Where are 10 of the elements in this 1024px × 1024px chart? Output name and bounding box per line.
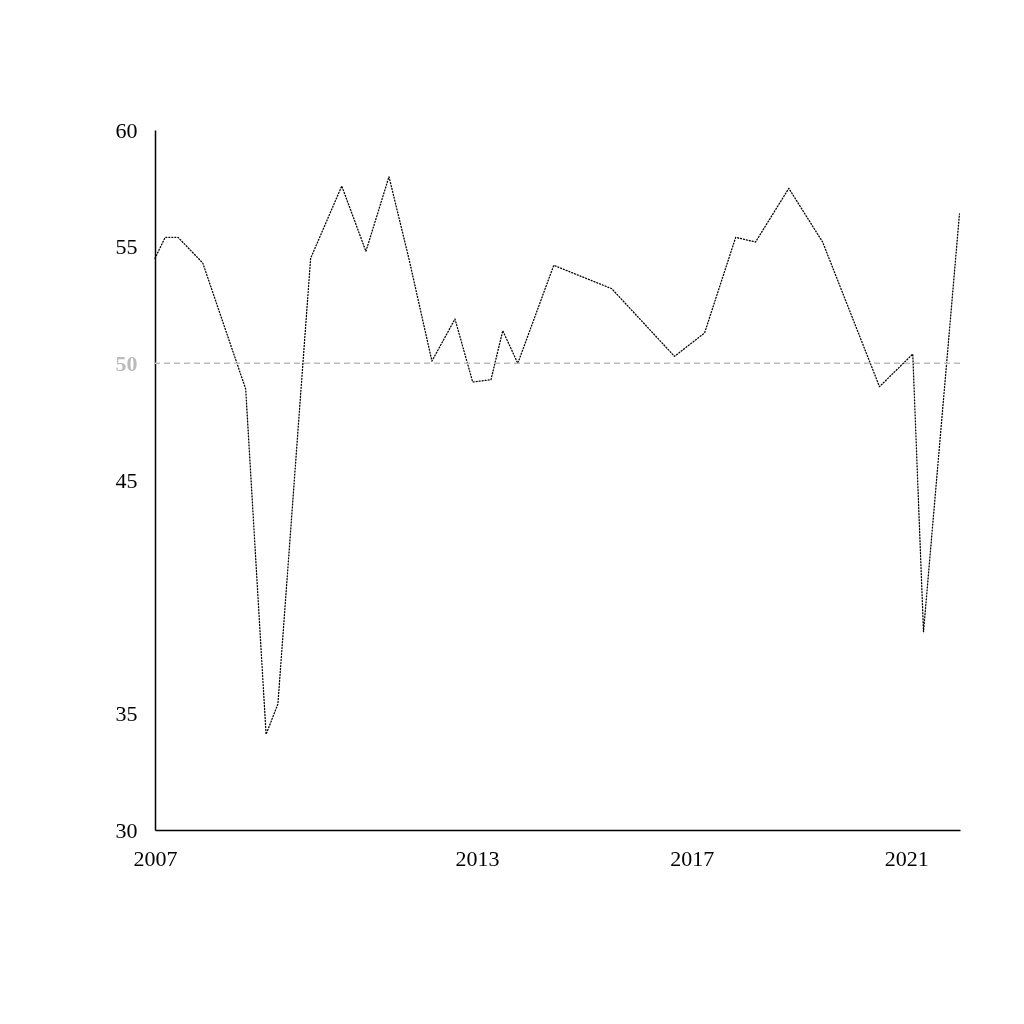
y-tick-label: 35 bbox=[115, 700, 138, 726]
y-tick-label: 55 bbox=[115, 234, 138, 260]
y-tick-label: 30 bbox=[115, 817, 138, 843]
x-tick-label: 2017 bbox=[670, 845, 715, 871]
x-tick-label: 2007 bbox=[133, 845, 178, 871]
y-tick-label: 50 bbox=[115, 350, 138, 376]
y-tick-label: 60 bbox=[115, 117, 138, 143]
y-tick-label: 45 bbox=[115, 467, 138, 493]
x-tick-label: 2013 bbox=[455, 845, 500, 871]
x-tick-label: 2021 bbox=[884, 845, 929, 871]
